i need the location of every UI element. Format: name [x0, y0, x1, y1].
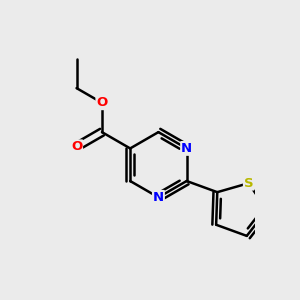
Text: O: O: [71, 140, 82, 153]
Text: N: N: [153, 191, 164, 204]
Text: N: N: [181, 142, 192, 155]
Text: S: S: [244, 177, 254, 190]
Text: O: O: [96, 96, 108, 109]
